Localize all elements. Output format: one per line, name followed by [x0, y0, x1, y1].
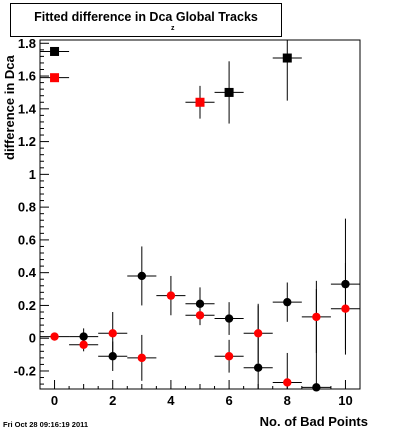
data-marks — [40, 40, 360, 392]
data-point-square — [224, 87, 234, 97]
data-point-circle — [312, 383, 321, 392]
data-point-circle — [79, 332, 88, 341]
data-point-circle — [195, 299, 205, 308]
x-axis-label: No. of Bad Points — [259, 414, 368, 429]
y-tick-label: 1 — [29, 167, 36, 182]
data-point-circle — [283, 378, 292, 387]
chart-title-subscript: z — [171, 25, 175, 32]
y-tick-label: 0 — [29, 331, 36, 346]
y-axis-label: difference in Dca — [2, 55, 17, 160]
chart-title-box: Fitted difference in Dca Global Tracks z — [10, 3, 282, 37]
data-point-circle — [224, 314, 234, 323]
y-tick-label: 0.8 — [18, 200, 36, 215]
data-point-circle — [137, 353, 147, 363]
data-point-circle — [312, 312, 321, 322]
data-point-square — [195, 97, 205, 107]
x-tick-label: 8 — [284, 393, 291, 408]
data-point-circle — [137, 271, 147, 281]
data-point-circle — [79, 340, 88, 349]
data-point-circle — [224, 352, 234, 361]
data-point-circle — [253, 363, 263, 372]
data-point-circle — [253, 329, 263, 338]
data-point-square — [50, 46, 60, 56]
x-tick-label: 4 — [167, 393, 175, 408]
x-tick-label: 10 — [338, 393, 352, 408]
data-point-circle — [50, 332, 59, 341]
data-point-circle — [283, 297, 292, 307]
series-1 — [40, 262, 360, 389]
x-tick-label: 2 — [109, 393, 116, 408]
data-point-circle — [108, 352, 117, 361]
y-tick-label: 1.6 — [18, 69, 36, 84]
data-point-square — [50, 73, 60, 83]
axis-ticks — [39, 42, 361, 389]
chart-title: Fitted difference in Dca Global Tracks — [11, 10, 281, 24]
y-tick-label: 0.6 — [18, 232, 36, 247]
data-point-square — [282, 53, 292, 63]
axis-tick-labels: 0 2 4 6 8 10 -0.2 0 0.2 0.4 0.6 0.8 1 1.2 1.4 1.6 1.8 — [14, 36, 353, 408]
chart-title-suffix: Global Tracks — [175, 10, 258, 24]
y-tick-label: -0.2 — [14, 363, 36, 378]
y-tick-label: 1.2 — [18, 134, 36, 149]
series-3 — [40, 73, 215, 119]
y-tick-label: 0.2 — [18, 298, 36, 313]
series-2 — [40, 40, 302, 124]
x-tick-label: 0 — [51, 393, 58, 408]
y-tick-label: 1.8 — [18, 36, 36, 51]
y-tick-label: 1.4 — [18, 101, 37, 116]
timestamp: Fri Oct 28 09:16:19 2011 — [3, 420, 89, 429]
data-point-circle — [195, 311, 205, 320]
data-point-circle — [108, 329, 117, 338]
x-tick-label: 6 — [225, 393, 232, 408]
data-point-circle — [341, 304, 350, 313]
data-point-circle — [166, 291, 176, 300]
chart-title-main: Fitted difference in Dca — [34, 10, 173, 24]
y-tick-label: 0.4 — [18, 265, 37, 280]
